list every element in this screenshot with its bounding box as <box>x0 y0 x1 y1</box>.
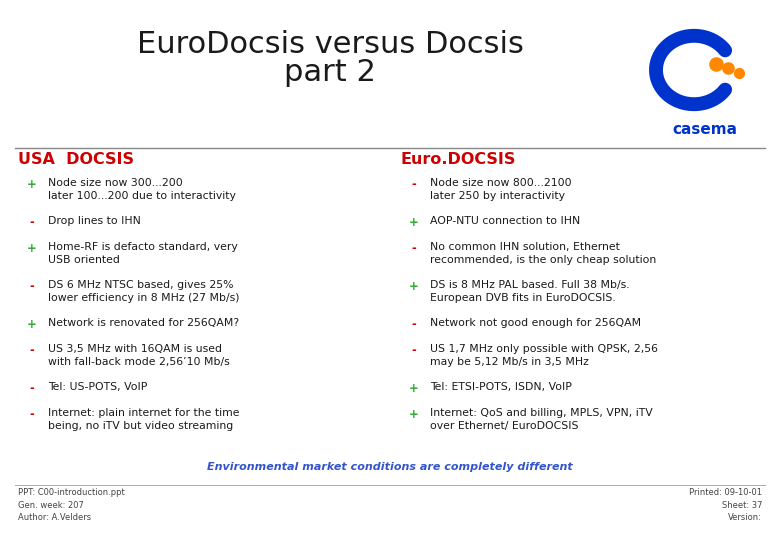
Text: USA  DOCSIS: USA DOCSIS <box>18 152 134 167</box>
Text: +: + <box>410 280 419 293</box>
Text: Printed: 09-10-01
Sheet: 37
Version:: Printed: 09-10-01 Sheet: 37 Version: <box>689 488 762 522</box>
Text: US 1,7 MHz only possible with QPSK, 2,56: US 1,7 MHz only possible with QPSK, 2,56 <box>430 344 658 354</box>
Text: recommended, is the only cheap solution: recommended, is the only cheap solution <box>430 255 656 265</box>
Text: over Ethernet/ EuroDOCSIS: over Ethernet/ EuroDOCSIS <box>430 421 579 431</box>
Text: Drop lines to IHN: Drop lines to IHN <box>48 216 141 226</box>
Text: Node size now 800...2100: Node size now 800...2100 <box>430 178 572 188</box>
Text: Internet: plain internet for the time: Internet: plain internet for the time <box>48 408 239 418</box>
Text: DS is 8 MHz PAL based. Full 38 Mb/s.: DS is 8 MHz PAL based. Full 38 Mb/s. <box>430 280 629 290</box>
Text: Euro.DOCSIS: Euro.DOCSIS <box>400 152 516 167</box>
Text: +: + <box>410 408 419 421</box>
Text: -: - <box>30 216 34 229</box>
Text: No common IHN solution, Ethernet: No common IHN solution, Ethernet <box>430 242 620 252</box>
Point <box>722 64 734 72</box>
Text: Environmental market conditions are completely different: Environmental market conditions are comp… <box>207 462 573 472</box>
Text: -: - <box>412 344 417 357</box>
Text: being, no iTV but video streaming: being, no iTV but video streaming <box>48 421 233 431</box>
Text: DS 6 MHz NTSC based, gives 25%: DS 6 MHz NTSC based, gives 25% <box>48 280 233 290</box>
Text: -: - <box>30 280 34 293</box>
Point <box>732 69 745 77</box>
Text: US 3,5 MHz with 16QAM is used: US 3,5 MHz with 16QAM is used <box>48 344 222 354</box>
Text: part 2: part 2 <box>284 58 376 87</box>
Point <box>710 60 722 69</box>
Text: casema: casema <box>672 122 738 137</box>
Text: -: - <box>412 178 417 191</box>
Text: Network is renovated for 256QAM?: Network is renovated for 256QAM? <box>48 318 239 328</box>
Text: -: - <box>412 242 417 255</box>
Text: -: - <box>30 408 34 421</box>
Text: lower efficiency in 8 MHz (27 Mb/s): lower efficiency in 8 MHz (27 Mb/s) <box>48 293 239 303</box>
Text: +: + <box>410 382 419 395</box>
Text: PPT: C00-introduction.ppt
Gen. week: 207
Author: A.Velders: PPT: C00-introduction.ppt Gen. week: 207… <box>18 488 125 522</box>
Text: +: + <box>27 318 37 331</box>
Text: Tel: ETSI-POTS, ISDN, VoIP: Tel: ETSI-POTS, ISDN, VoIP <box>430 382 572 392</box>
Text: later 250 by interactivity: later 250 by interactivity <box>430 191 565 201</box>
Text: later 100...200 due to interactivity: later 100...200 due to interactivity <box>48 191 236 201</box>
Text: may be 5,12 Mb/s in 3,5 MHz: may be 5,12 Mb/s in 3,5 MHz <box>430 357 589 367</box>
Text: -: - <box>30 344 34 357</box>
Text: USB oriented: USB oriented <box>48 255 120 265</box>
Text: Internet: QoS and billing, MPLS, VPN, iTV: Internet: QoS and billing, MPLS, VPN, iT… <box>430 408 653 418</box>
Text: +: + <box>27 178 37 191</box>
Text: with fall-back mode 2,56’10 Mb/s: with fall-back mode 2,56’10 Mb/s <box>48 357 230 367</box>
Text: Tel: US-POTS, VoIP: Tel: US-POTS, VoIP <box>48 382 147 392</box>
Text: EuroDocsis versus Docsis: EuroDocsis versus Docsis <box>136 30 523 59</box>
Text: -: - <box>412 318 417 331</box>
Text: +: + <box>27 242 37 255</box>
Text: Network not good enough for 256QAM: Network not good enough for 256QAM <box>430 318 641 328</box>
Text: +: + <box>410 216 419 229</box>
Text: Home-RF is defacto standard, very: Home-RF is defacto standard, very <box>48 242 238 252</box>
Text: -: - <box>30 382 34 395</box>
Text: AOP-NTU connection to IHN: AOP-NTU connection to IHN <box>430 216 580 226</box>
Text: Node size now 300...200: Node size now 300...200 <box>48 178 183 188</box>
Text: European DVB fits in EuroDOCSIS.: European DVB fits in EuroDOCSIS. <box>430 293 615 303</box>
